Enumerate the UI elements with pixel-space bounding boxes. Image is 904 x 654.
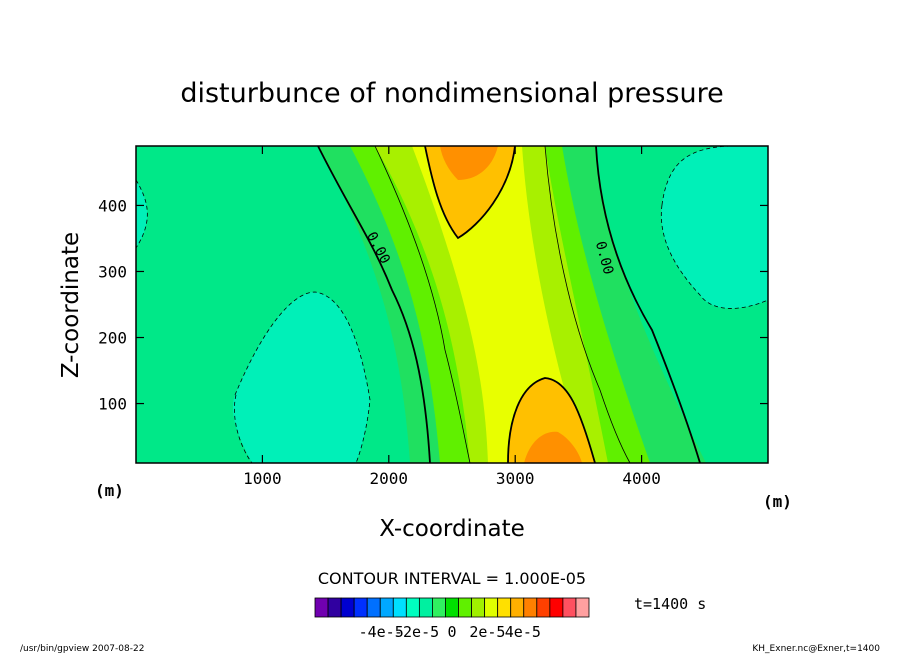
contour-pos-right [544,145,631,464]
fill-top-high-core [440,146,498,180]
y-tick-label: 200 [98,329,127,348]
colorbar-tick-label: 4e-5 [505,623,541,641]
colorbar-tick-label: 2e-5 [469,623,505,641]
footer-left: /usr/bin/gpview 2007-08-22 [20,644,144,654]
fill-left-edge-low [136,180,148,248]
colorbar-swatch [432,597,446,618]
colorbar-swatch [418,597,433,618]
x-unit-right: (m) [763,492,792,511]
colorbar-swatch [562,597,577,618]
contour-zero-right [595,145,701,464]
x-axis-label: X-coordinate [379,516,525,542]
colorbar-swatch [379,597,394,618]
fill-bottom-high-core [524,431,582,463]
colorbar-swatch [484,597,499,618]
y-tick-label: 100 [98,395,127,414]
colorbar-swatch [353,597,368,618]
colorbar-tick-label: -4e-5 [359,623,404,641]
colorbar-swatch [523,597,538,618]
colorbar-swatch [471,597,486,618]
colorbar-tick-labels: -4e-5-2e-5 0 2e-5 4e-5 [359,623,541,641]
contour-top-high [424,145,516,240]
fill-top-high [425,146,515,238]
colorbar-swatch [327,597,342,618]
colorbar-swatch [458,597,472,618]
colorbar-swatch [405,597,420,618]
fill-low-bottom-left [232,292,370,463]
fill-bottom-high [508,378,595,463]
colorbar-tick-label: -2e-5 [394,623,439,641]
contour-zero-left [317,145,431,464]
footer-right: KH_Exner.nc@Exner,t=1400 [752,644,880,654]
contour-bottom-high [507,377,596,464]
contour-fills [136,146,768,463]
colorbar-swatch [366,597,381,618]
x-tick-label: 1000 [243,469,282,488]
contour-lines [135,145,769,464]
x-axis: 1000 2000 3000 4000 [243,146,661,488]
x-unit-left: (m) [95,481,124,500]
plot-frame [135,145,769,464]
colorbar [314,597,590,618]
contour-neg-right-top [661,145,731,206]
colorbar-swatch [510,597,525,618]
colorbar-swatch [340,597,355,618]
fill-low-right [661,146,768,309]
contour-neg-right-bottom [660,204,769,309]
y-axis-label: Z-coordinate [58,232,84,378]
y-tick-label: 400 [98,196,127,215]
x-tick-label: 2000 [370,469,409,488]
contour-neg-bottom-left [234,291,371,464]
colorbar-tick-label: 0 [447,623,456,641]
colorbar-swatch [445,597,459,618]
contour-pos-left [374,145,471,464]
contour-neg-left-edge [135,179,148,249]
colorbar-swatch [536,597,551,618]
contour-interval-text: CONTOUR INTERVAL = 1.000E-05 [318,569,586,588]
contour-neg-bottom-left-tail [234,394,253,464]
colorbar-swatch [392,597,407,618]
colorbar-swatch [314,597,329,618]
x-tick-label: 4000 [622,469,661,488]
time-text: t=1400 s [634,595,706,613]
colorbar-swatch [575,597,590,618]
colorbar-swatch [497,597,512,618]
colorbar-swatch [549,597,564,618]
y-axis: 100 200 300 400 [98,196,768,414]
x-tick-label: 3000 [496,469,535,488]
y-tick-label: 300 [98,262,127,281]
chart-title: disturbunce of nondimensional pressure [180,78,723,109]
